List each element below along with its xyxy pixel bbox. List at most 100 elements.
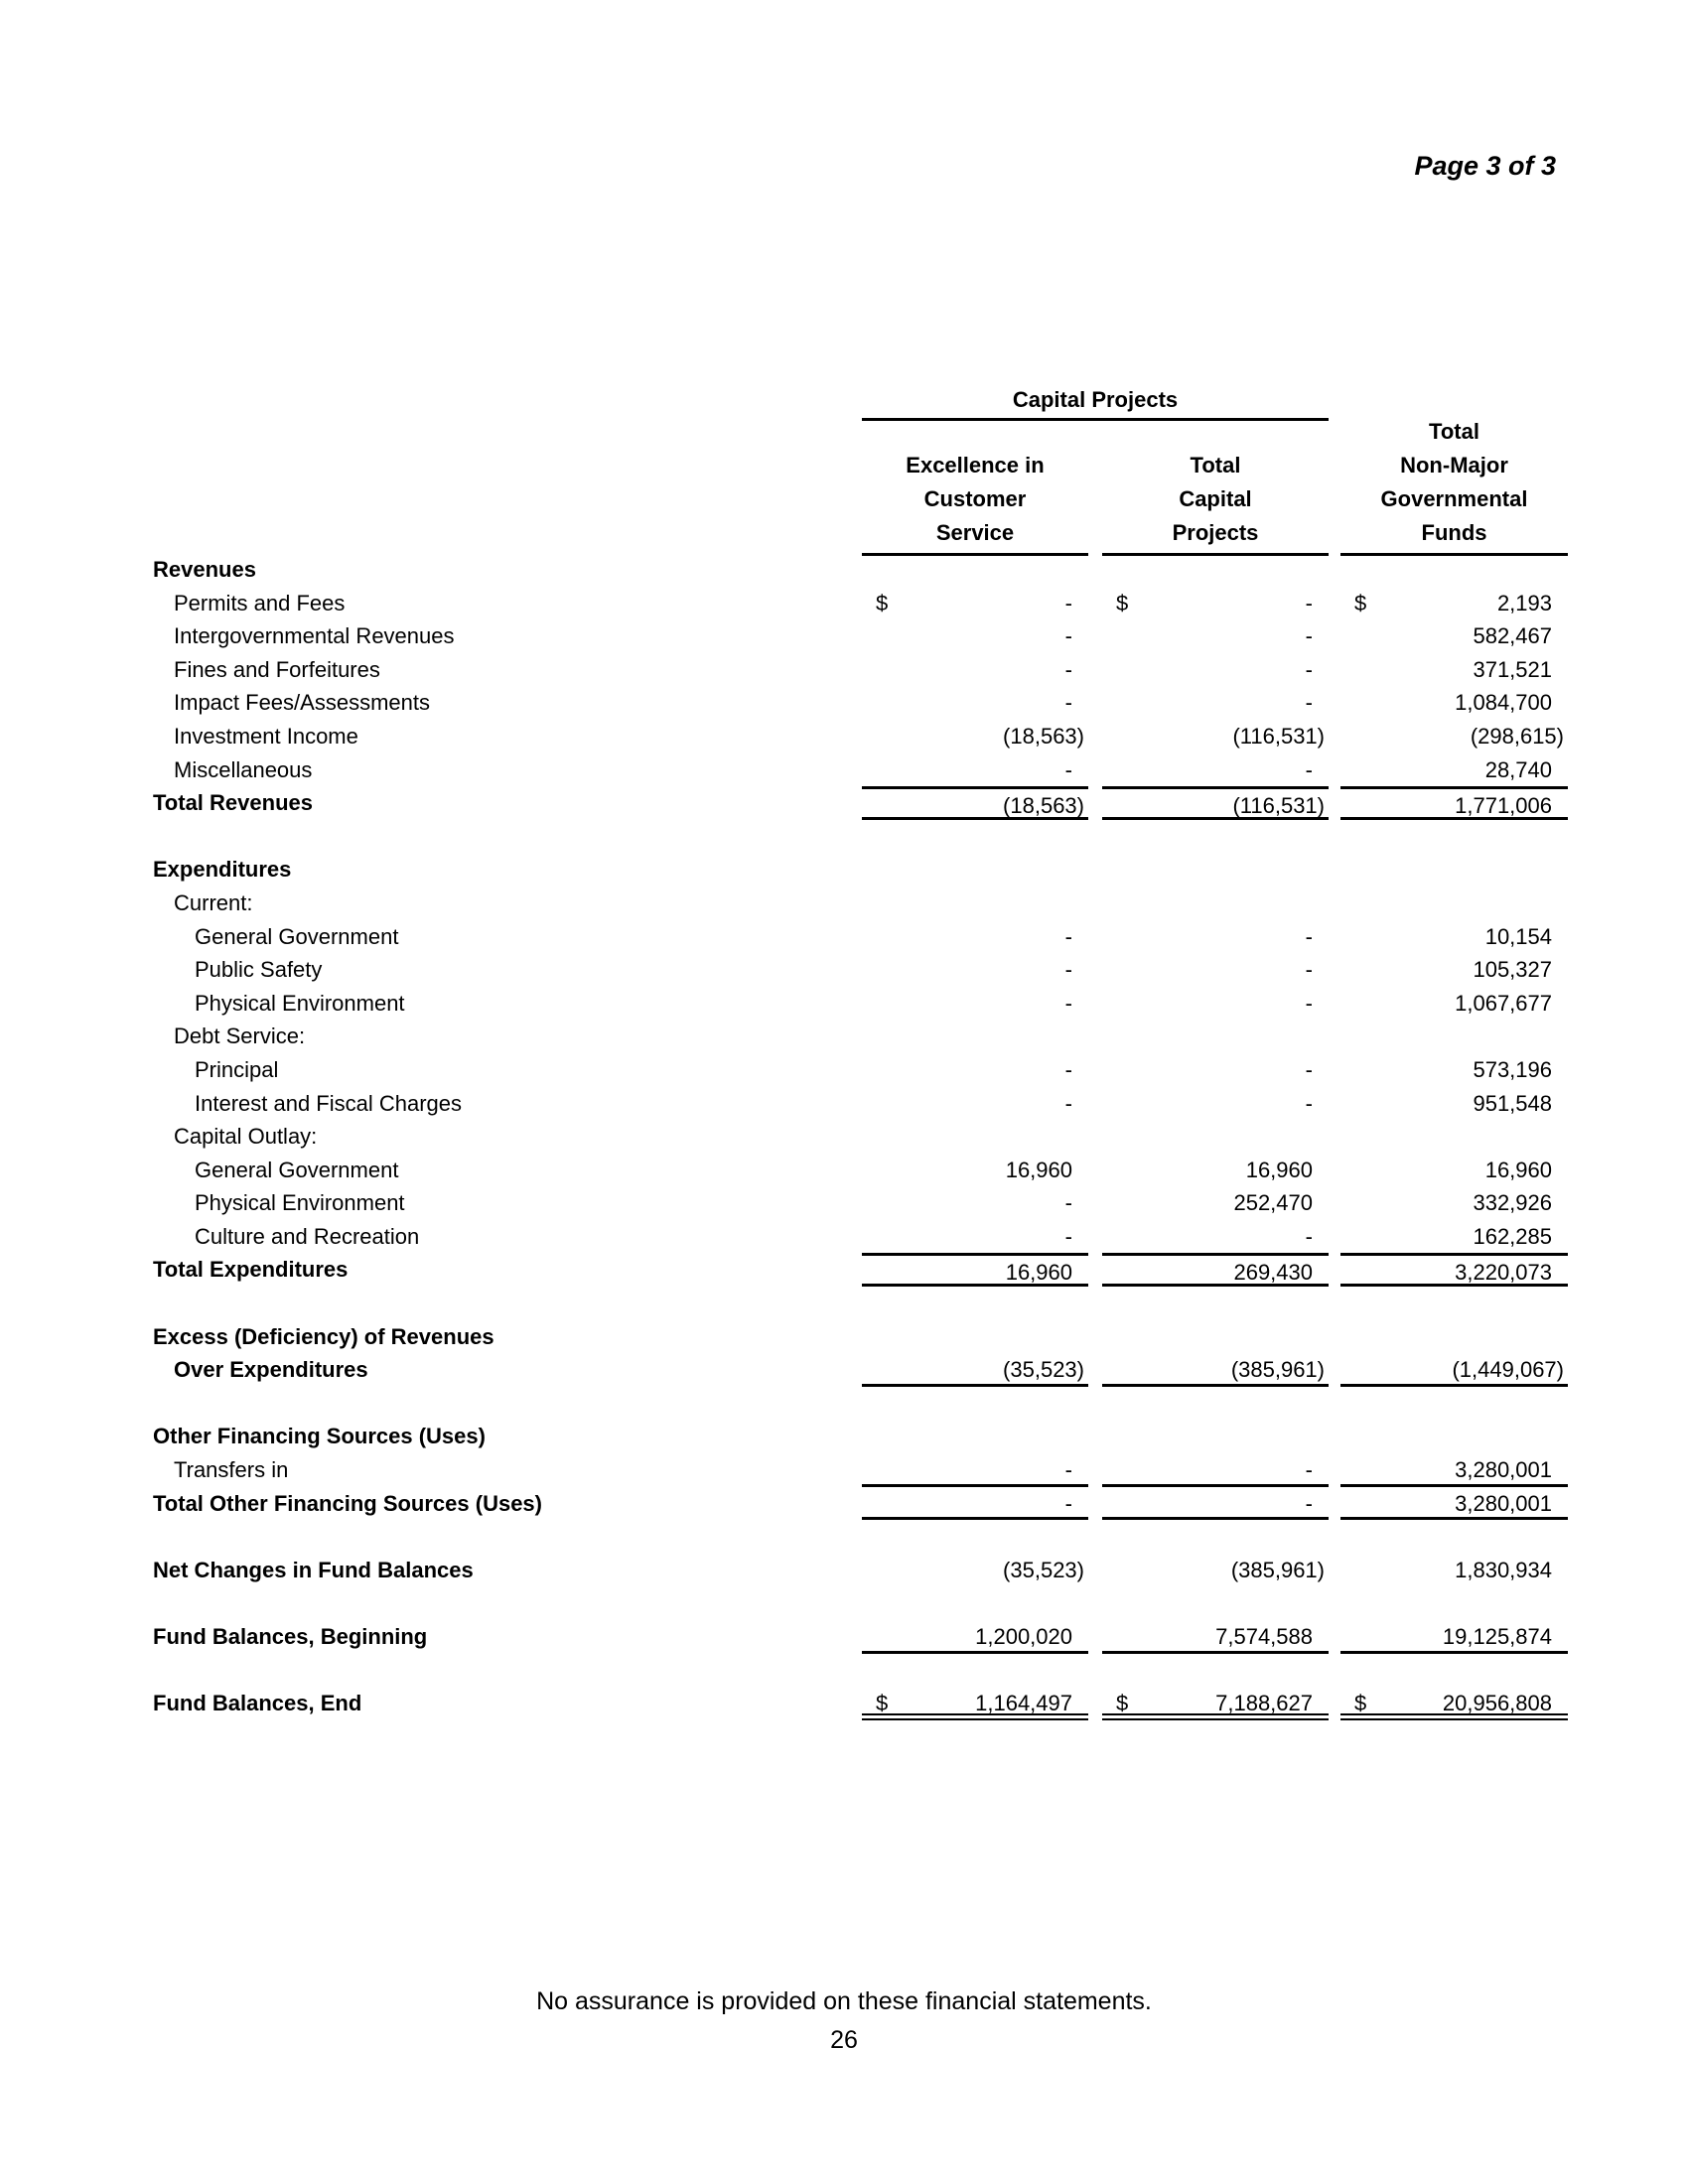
cell-value: - bbox=[1064, 1090, 1072, 1116]
cell-value: - bbox=[1305, 1223, 1313, 1249]
column-header-line: Non-Major bbox=[1400, 453, 1508, 478]
spacer-row bbox=[0, 1520, 1688, 1554]
table-row: Fund Balances, End $1,164,497 $7,188,627 $2… bbox=[0, 1687, 1688, 1720]
value-cell: 332,926 bbox=[1340, 1186, 1568, 1220]
cell-value: - bbox=[1064, 756, 1072, 782]
row-label: Culture and Recreation bbox=[195, 1223, 420, 1249]
cell-value: (18,563) bbox=[1003, 723, 1084, 749]
value-cell: - bbox=[1102, 1453, 1329, 1487]
column-header-excellence: Excellence in Customer Service bbox=[862, 421, 1088, 556]
row-label: Over Expenditures bbox=[174, 1357, 368, 1383]
value-cell: $7,188,627 bbox=[1102, 1687, 1329, 1720]
value-cell: 371,521 bbox=[1340, 653, 1568, 687]
value-cell: 3,220,073 bbox=[1340, 1253, 1568, 1288]
value-cell: (1,449,067) bbox=[1340, 1353, 1568, 1387]
cell-value: 16,960 bbox=[1245, 1157, 1313, 1182]
value-cell: 1,067,677 bbox=[1340, 987, 1568, 1021]
value-cell: 10,154 bbox=[1340, 920, 1568, 954]
row-label: Debt Service: bbox=[174, 1024, 306, 1049]
cell-value: - bbox=[1305, 590, 1313, 615]
table-row: Debt Service: bbox=[0, 1020, 1688, 1053]
row-label: Fund Balances, Beginning bbox=[153, 1624, 428, 1649]
value-cell: - bbox=[1102, 920, 1329, 954]
table-row: Capital Outlay: bbox=[0, 1120, 1688, 1154]
statement-table: Revenues Permits and Fees $ - $ - $2,193 Interg… bbox=[0, 553, 1688, 1720]
table-row: Impact Fees/Assessments - - 1,084,700 bbox=[0, 686, 1688, 720]
cell-value: 269,430 bbox=[1233, 1260, 1313, 1286]
cell-value: 3,280,001 bbox=[1455, 1457, 1552, 1483]
cell-value: 3,280,001 bbox=[1455, 1490, 1552, 1516]
cell-value: - bbox=[1064, 656, 1072, 682]
column-header-line: Customer bbox=[923, 486, 1027, 511]
cell-value: (18,563) bbox=[1003, 793, 1084, 819]
cell-value: 1,084,700 bbox=[1455, 690, 1552, 716]
value-cell: - bbox=[1102, 753, 1329, 787]
value-cell: - bbox=[1102, 686, 1329, 720]
dollar-sign: $ bbox=[1354, 590, 1367, 615]
cell-value: 2,193 bbox=[1496, 590, 1552, 615]
cell-value: (35,523) bbox=[1003, 1357, 1084, 1383]
column-header-line: Total bbox=[1429, 419, 1479, 444]
value-cell: 19,125,874 bbox=[1340, 1620, 1568, 1654]
cell-value: 7,188,627 bbox=[1215, 1691, 1313, 1716]
table-row: Physical Environment - 252,470 332,926 bbox=[0, 1186, 1688, 1220]
value-cell: - bbox=[862, 686, 1088, 720]
cell-value: - bbox=[1064, 1056, 1072, 1082]
dollar-sign: $ bbox=[1116, 590, 1129, 615]
table-row: General Government 16,960 16,960 16,960 bbox=[0, 1154, 1688, 1187]
row-label: Investment Income bbox=[174, 723, 358, 749]
column-header-line: Total bbox=[1190, 453, 1241, 478]
dollar-sign: $ bbox=[1354, 1691, 1367, 1716]
cell-value: - bbox=[1064, 1490, 1072, 1516]
column-header-line: Governmental bbox=[1380, 486, 1528, 511]
row-label: General Government bbox=[195, 923, 399, 949]
value-cell: 16,960 bbox=[862, 1154, 1088, 1187]
value-cell: 162,285 bbox=[1340, 1220, 1568, 1254]
value-cell: - bbox=[1102, 1220, 1329, 1254]
cell-value: - bbox=[1305, 656, 1313, 682]
value-cell: 3,280,001 bbox=[1340, 1453, 1568, 1487]
dollar-sign: $ bbox=[876, 590, 889, 615]
group-header-capital-projects: Capital Projects bbox=[1012, 387, 1179, 412]
cell-value: - bbox=[1064, 623, 1072, 649]
row-label: Physical Environment bbox=[195, 990, 405, 1016]
table-row: Revenues bbox=[0, 553, 1688, 587]
value-cell: - bbox=[862, 1087, 1088, 1121]
cell-value: 16,960 bbox=[1484, 1157, 1552, 1182]
value-cell: 28,740 bbox=[1340, 753, 1568, 787]
cell-value: (116,531) bbox=[1232, 723, 1325, 749]
cell-value: - bbox=[1064, 590, 1072, 615]
cell-value: - bbox=[1064, 690, 1072, 716]
value-cell: 573,196 bbox=[1340, 1053, 1568, 1087]
cell-value: 105,327 bbox=[1473, 957, 1552, 983]
row-label: Expenditures bbox=[153, 857, 292, 883]
value-cell: (116,531) bbox=[1102, 786, 1329, 820]
value-cell: - bbox=[1102, 1487, 1329, 1521]
value-cell: 16,960 bbox=[1102, 1154, 1329, 1187]
cell-value: - bbox=[1305, 1090, 1313, 1116]
column-header-line: Funds bbox=[1421, 520, 1487, 545]
column-header-line: Service bbox=[935, 520, 1015, 545]
row-label: Impact Fees/Assessments bbox=[174, 690, 430, 716]
cell-value: 16,960 bbox=[1005, 1260, 1072, 1286]
table-row: Investment Income (18,563) (116,531) (298,6… bbox=[0, 720, 1688, 753]
value-cell: (298,615) bbox=[1340, 720, 1568, 753]
row-label: Permits and Fees bbox=[174, 590, 346, 615]
value-cell: 1,771,006 bbox=[1340, 786, 1568, 820]
cell-value: 16,960 bbox=[1005, 1157, 1072, 1182]
column-header-total-nonmajor: Total Non-Major Governmental Funds bbox=[1340, 419, 1568, 556]
spacer-row bbox=[0, 820, 1688, 854]
table-row: Principal - - 573,196 bbox=[0, 1053, 1688, 1087]
row-label: Transfers in bbox=[174, 1457, 289, 1483]
row-label: Physical Environment bbox=[195, 1190, 405, 1216]
dollar-sign: $ bbox=[1116, 1691, 1129, 1716]
table-row: Expenditures bbox=[0, 853, 1688, 887]
table-row: Interest and Fiscal Charges - - 951,548 bbox=[0, 1087, 1688, 1121]
column-header-line: Projects bbox=[1172, 520, 1259, 545]
cell-value: - bbox=[1305, 1457, 1313, 1483]
row-label: Intergovernmental Revenues bbox=[174, 623, 455, 649]
cell-value: 951,548 bbox=[1473, 1090, 1552, 1116]
cell-value: - bbox=[1064, 957, 1072, 983]
value-cell: $20,956,808 bbox=[1340, 1687, 1568, 1720]
cell-value: (1,449,067) bbox=[1452, 1357, 1564, 1383]
